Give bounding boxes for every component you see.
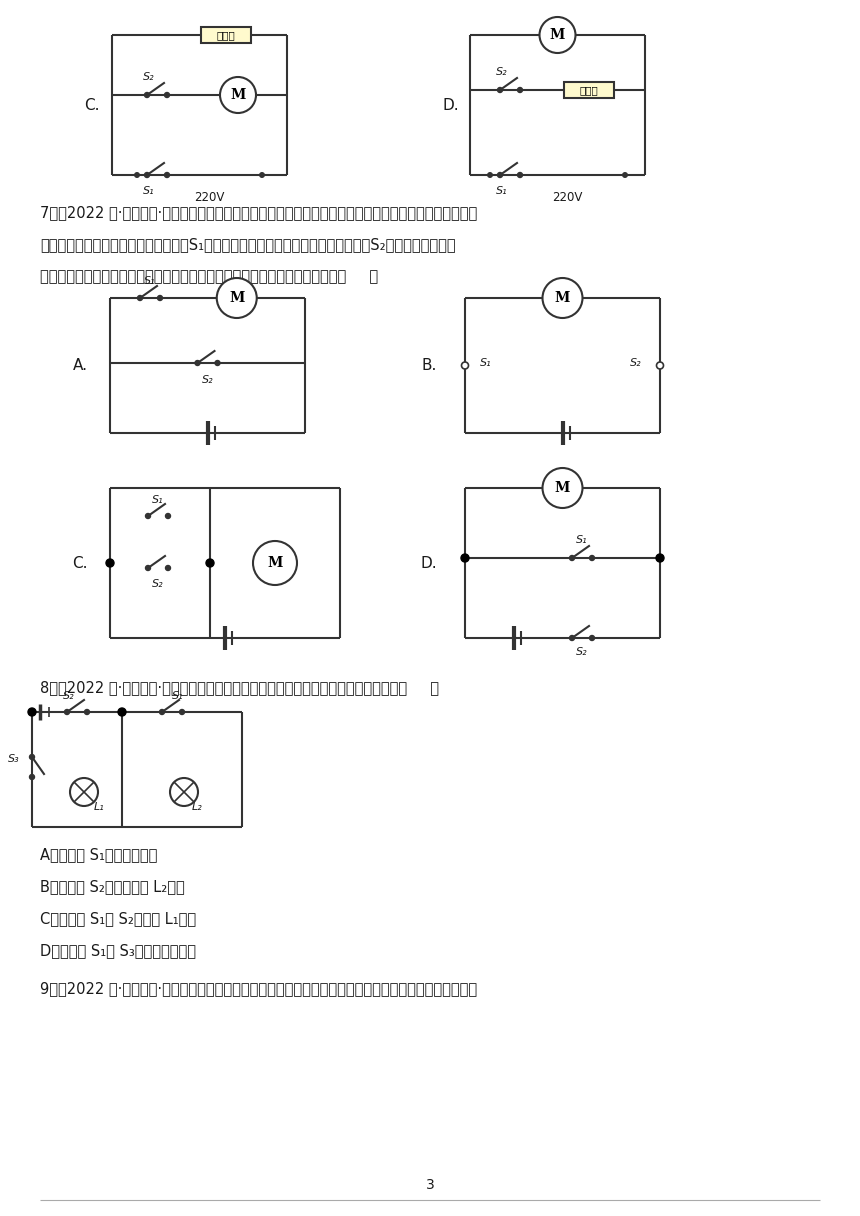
Circle shape xyxy=(589,636,594,641)
Text: S₂: S₂ xyxy=(576,647,588,657)
Circle shape xyxy=(145,513,150,518)
Circle shape xyxy=(144,92,150,97)
Circle shape xyxy=(569,556,574,561)
Text: C.: C. xyxy=(84,97,100,113)
Circle shape xyxy=(487,171,493,178)
Text: 电热丝: 电热丝 xyxy=(217,30,235,40)
Text: 7．（2022 秋·广西贵港·九年级统考期末）为加强疫情防控、保护师生安全，学校在校门口设立了红外人脸: 7．（2022 秋·广西贵港·九年级统考期末）为加强疫情防控、保护师生安全，学校… xyxy=(40,206,477,220)
Text: 件都满足时，系统才会启动电动机打开闸门放行。图中电路设计符合要求的是（     ）: 件都满足时，系统才会启动电动机打开闸门放行。图中电路设计符合要求的是（ ） xyxy=(40,269,378,285)
Text: A．只闭合 S₁两个灯泡串联: A．只闭合 S₁两个灯泡串联 xyxy=(40,848,157,862)
Circle shape xyxy=(543,278,582,319)
Circle shape xyxy=(164,92,169,97)
Text: S₂: S₂ xyxy=(496,67,507,77)
Circle shape xyxy=(165,513,170,518)
Text: M: M xyxy=(230,88,246,102)
Circle shape xyxy=(64,709,70,715)
Circle shape xyxy=(217,278,257,319)
Circle shape xyxy=(259,171,265,178)
Text: L₂: L₂ xyxy=(192,803,203,812)
Circle shape xyxy=(253,541,297,585)
Circle shape xyxy=(195,360,200,366)
Text: S₁: S₁ xyxy=(143,186,155,196)
Text: S₁: S₁ xyxy=(496,186,507,196)
Circle shape xyxy=(118,708,126,716)
Text: M: M xyxy=(267,556,283,570)
Text: 220V: 220V xyxy=(552,191,583,204)
Circle shape xyxy=(518,173,523,178)
Text: S₁: S₁ xyxy=(152,495,163,505)
Text: S₁: S₁ xyxy=(480,359,492,368)
Text: S₂: S₂ xyxy=(630,359,642,368)
Circle shape xyxy=(497,173,502,178)
Text: 3: 3 xyxy=(426,1178,434,1192)
Text: S₁: S₁ xyxy=(144,276,156,286)
Text: L₁: L₁ xyxy=(94,803,105,812)
Text: S₂: S₂ xyxy=(202,375,213,385)
Text: S₁: S₁ xyxy=(172,691,184,700)
Circle shape xyxy=(206,559,214,567)
Circle shape xyxy=(589,556,594,561)
Circle shape xyxy=(159,709,164,715)
Text: D.: D. xyxy=(442,97,458,113)
Circle shape xyxy=(157,295,163,300)
Circle shape xyxy=(28,708,36,716)
Circle shape xyxy=(622,171,628,178)
Text: S₂: S₂ xyxy=(152,579,163,589)
Text: 电热丝: 电热丝 xyxy=(580,85,599,95)
Circle shape xyxy=(569,636,574,641)
Text: S₁: S₁ xyxy=(576,535,588,545)
Circle shape xyxy=(134,171,140,178)
Circle shape xyxy=(215,360,220,366)
Text: M: M xyxy=(555,482,570,495)
Circle shape xyxy=(29,754,34,760)
Circle shape xyxy=(70,778,98,806)
Text: C．只闭合 S₁和 S₂，灯泡 L₁发光: C．只闭合 S₁和 S₂，灯泡 L₁发光 xyxy=(40,911,196,927)
Circle shape xyxy=(461,554,469,562)
Text: B.: B. xyxy=(421,358,437,373)
Circle shape xyxy=(29,775,34,779)
Text: S₃: S₃ xyxy=(9,754,20,764)
Circle shape xyxy=(656,362,664,368)
Circle shape xyxy=(180,709,185,715)
Circle shape xyxy=(220,77,256,113)
Text: C.: C. xyxy=(72,556,88,570)
Text: M: M xyxy=(229,291,244,305)
Circle shape xyxy=(462,362,469,368)
Circle shape xyxy=(106,559,114,567)
Text: 9．（2022 秋·广西河池·九年级统考期末）为保证司乘人员的安全，轿车上设有安全带未系提示系统。当人: 9．（2022 秋·广西河池·九年级统考期末）为保证司乘人员的安全，轿车上设有安… xyxy=(40,981,477,996)
Bar xyxy=(200,27,251,43)
Circle shape xyxy=(164,173,169,178)
Text: M: M xyxy=(550,28,565,43)
Text: A.: A. xyxy=(73,358,88,373)
Circle shape xyxy=(518,88,523,92)
Circle shape xyxy=(497,88,502,92)
Circle shape xyxy=(543,468,582,508)
Text: D.: D. xyxy=(421,556,437,570)
Text: D．只闭合 S₁和 S₃，两个灯泡并联: D．只闭合 S₁和 S₃，两个灯泡并联 xyxy=(40,942,196,958)
Circle shape xyxy=(144,173,150,178)
Circle shape xyxy=(145,565,150,570)
Bar xyxy=(564,81,614,98)
Text: 220V: 220V xyxy=(194,191,224,204)
Text: S₂: S₂ xyxy=(143,72,155,81)
Circle shape xyxy=(165,565,170,570)
Circle shape xyxy=(138,295,143,300)
Circle shape xyxy=(170,778,198,806)
Text: 8．（2022 秋·广西河池·九年级统考期末）在如图所示的电路图中，下面说法正确的是（     ）: 8．（2022 秋·广西河池·九年级统考期末）在如图所示的电路图中，下面说法正确… xyxy=(40,680,439,696)
Circle shape xyxy=(84,709,89,715)
Circle shape xyxy=(656,554,664,562)
Text: S₂: S₂ xyxy=(63,691,75,700)
Text: 识别测温系统。若人脸识别通过，开关S₁闭合；若红外测温数值在正常范围内，开关S₂闭合。只有两个条: 识别测温系统。若人脸识别通过，开关S₁闭合；若红外测温数值在正常范围内，开关S₂… xyxy=(40,237,456,252)
Text: B．只闭合 S₂，只有灯泡 L₂发光: B．只闭合 S₂，只有灯泡 L₂发光 xyxy=(40,879,185,894)
Text: M: M xyxy=(555,291,570,305)
Circle shape xyxy=(539,17,575,54)
